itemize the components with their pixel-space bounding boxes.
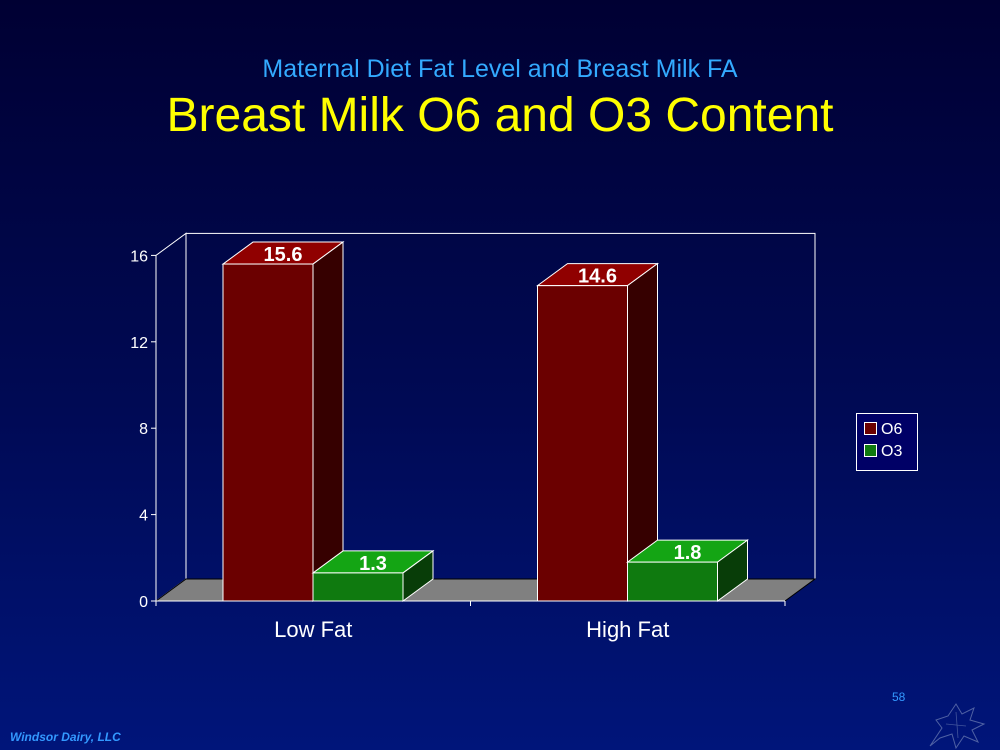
legend-item-o3: O3 (864, 442, 902, 462)
bar-o6-high-fat (537, 285, 628, 602)
data-label-o3-low-fat: 1.3 (359, 553, 387, 575)
y-tick-label: 8 (139, 421, 148, 438)
x-category-label: High Fat (586, 617, 669, 642)
bar-o6-low-fat (222, 263, 314, 602)
slide-title: Breast Milk O6 and O3 Content (166, 89, 834, 142)
legend-swatch-o6 (864, 422, 877, 435)
data-label-o6-high-fat: 14.6 (578, 266, 617, 288)
legend-label-o3: O3 (881, 443, 903, 460)
legend-item-o6: O6 (864, 420, 902, 440)
logo-icon (929, 703, 986, 750)
chart-legend: O6 O3 (856, 413, 918, 471)
data-label-o6-low-fat: 15.6 (264, 244, 303, 266)
data-label-o3-high-fat: 1.8 (674, 542, 702, 564)
slide-subtitle: Maternal Diet Fat Level and Breast Milk … (262, 55, 738, 83)
bar-o3-low-fat (312, 572, 404, 602)
legend-label-o6: O6 (881, 421, 903, 438)
y-tick-label: 4 (139, 508, 148, 525)
bar-o3-high-fat (627, 561, 718, 602)
footer-company: Windsor Dairy, LLC (10, 730, 121, 744)
y-tick-label: 16 (130, 248, 148, 265)
page-number: 58 (892, 690, 906, 704)
x-category-label: Low Fat (274, 617, 352, 642)
legend-swatch-o3 (864, 444, 877, 457)
bar-chart: 0 4 8 12 16 15.6 1.3 14.6 1.8 Low Fat High Fat (130, 232, 817, 642)
y-tick-label: 12 (130, 335, 148, 352)
chart-side-wall (155, 232, 187, 602)
y-tick-label: 0 (139, 594, 148, 611)
bar-side-o6-low-fat (312, 241, 344, 602)
